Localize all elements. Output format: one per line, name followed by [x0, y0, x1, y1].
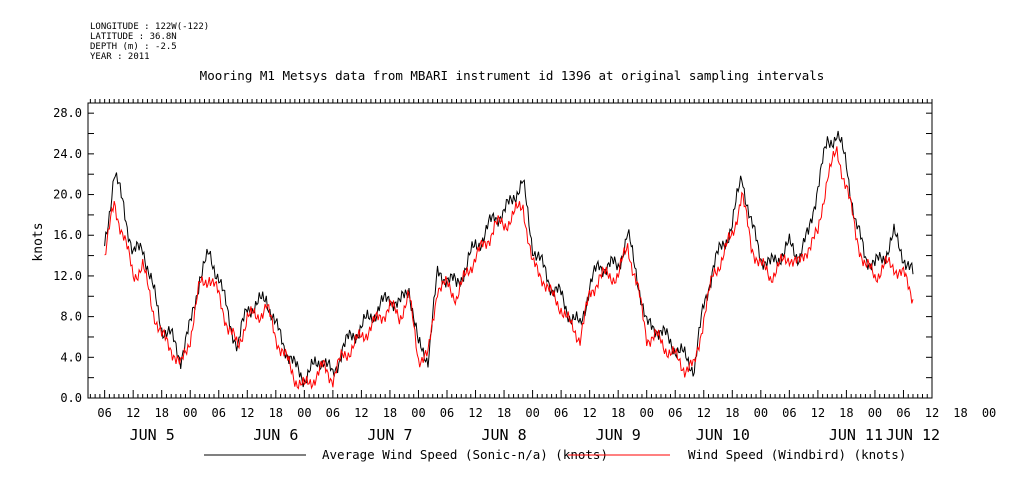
x-hour-label: 06 [554, 406, 568, 420]
x-hour-label: 06 [896, 406, 910, 420]
x-hour-label: 12 [582, 406, 596, 420]
x-hour-label: 18 [611, 406, 625, 420]
x-hour-label: 12 [468, 406, 482, 420]
x-day-label: JUN 7 [367, 426, 412, 444]
plot-frame [87, 102, 933, 399]
x-hour-label: 18 [383, 406, 397, 420]
y-tick-label: 8.0 [60, 310, 82, 324]
legend: Average Wind Speed (Sonic-n/a) (knots) W… [204, 447, 906, 462]
x-day-label: JUN 11 [829, 426, 883, 444]
x-hour-label: 06 [782, 406, 796, 420]
x-hour-label: 06 [326, 406, 340, 420]
x-day-label: JUN 12 [886, 426, 940, 444]
series-line-windbird [104, 146, 914, 390]
y-axis: 0.0 4.0 8.0 12.0 16.0 20.0 24.0 28.0 [53, 106, 932, 405]
x-hour-label: 06 [97, 406, 111, 420]
y-tick-label: 20.0 [53, 188, 82, 202]
plot-series [104, 130, 914, 390]
x-axis: 06 12 18 00 06 12 18 00 06 12 18 00 06 12 18 00 06 12 18 00… [89, 99, 996, 444]
x-day-label: JUN 9 [596, 426, 641, 444]
series-line-sonic [104, 130, 914, 388]
x-hour-label: 00 [183, 406, 197, 420]
x-hour-label: 18 [953, 406, 967, 420]
x-hour-label: 00 [639, 406, 653, 420]
x-hour-label: 00 [868, 406, 882, 420]
x-day-label: JUN 10 [696, 426, 750, 444]
x-hour-label: 00 [982, 406, 996, 420]
meta-depth: DEPTH (m) : -2.5 [90, 42, 177, 52]
x-hour-label: 12 [811, 406, 825, 420]
meta-year: YEAR : 2011 [90, 52, 150, 62]
x-hour-label: 00 [754, 406, 768, 420]
x-hour-label: 00 [525, 406, 539, 420]
x-hour-label: 18 [154, 406, 168, 420]
x-hour-label: 12 [697, 406, 711, 420]
chart-title: Mooring M1 Metsys data from MBARI instru… [200, 68, 825, 83]
y-tick-label: 4.0 [60, 350, 82, 364]
x-hour-label: 00 [411, 406, 425, 420]
x-hour-label: 12 [126, 406, 140, 420]
legend-label-sonic: Average Wind Speed (Sonic-n/a) (knots) [322, 447, 608, 462]
y-tick-label: 0.0 [60, 391, 82, 405]
x-hour-label: 12 [240, 406, 254, 420]
x-hour-label: 06 [440, 406, 454, 420]
x-day-label: JUN 8 [481, 426, 526, 444]
y-tick-label: 16.0 [53, 228, 82, 242]
meta-latitude: LATITUDE : 36.8N [90, 32, 177, 42]
x-hour-label: 18 [725, 406, 739, 420]
meta-longitude: LONGITUDE : 122W(-122) [90, 22, 209, 32]
y-tick-label: 12.0 [53, 269, 82, 283]
x-hour-label: 18 [269, 406, 283, 420]
legend-label-windbird: Wind Speed (Windbird) (knots) [688, 447, 906, 462]
x-hour-label: 18 [839, 406, 853, 420]
x-hour-label: 00 [297, 406, 311, 420]
x-hour-label: 06 [212, 406, 226, 420]
x-hour-label: 18 [497, 406, 511, 420]
y-axis-label: knots [31, 222, 46, 261]
x-day-label: JUN 6 [253, 426, 298, 444]
x-hour-label: 12 [925, 406, 939, 420]
x-hour-label: 12 [354, 406, 368, 420]
y-tick-label: 24.0 [53, 147, 82, 161]
x-day-label: JUN 5 [130, 426, 175, 444]
y-tick-label: 28.0 [53, 106, 82, 120]
x-hour-label: 06 [668, 406, 682, 420]
metadata-block: LONGITUDE : 122W(-122) LATITUDE : 36.8N … [90, 22, 209, 62]
